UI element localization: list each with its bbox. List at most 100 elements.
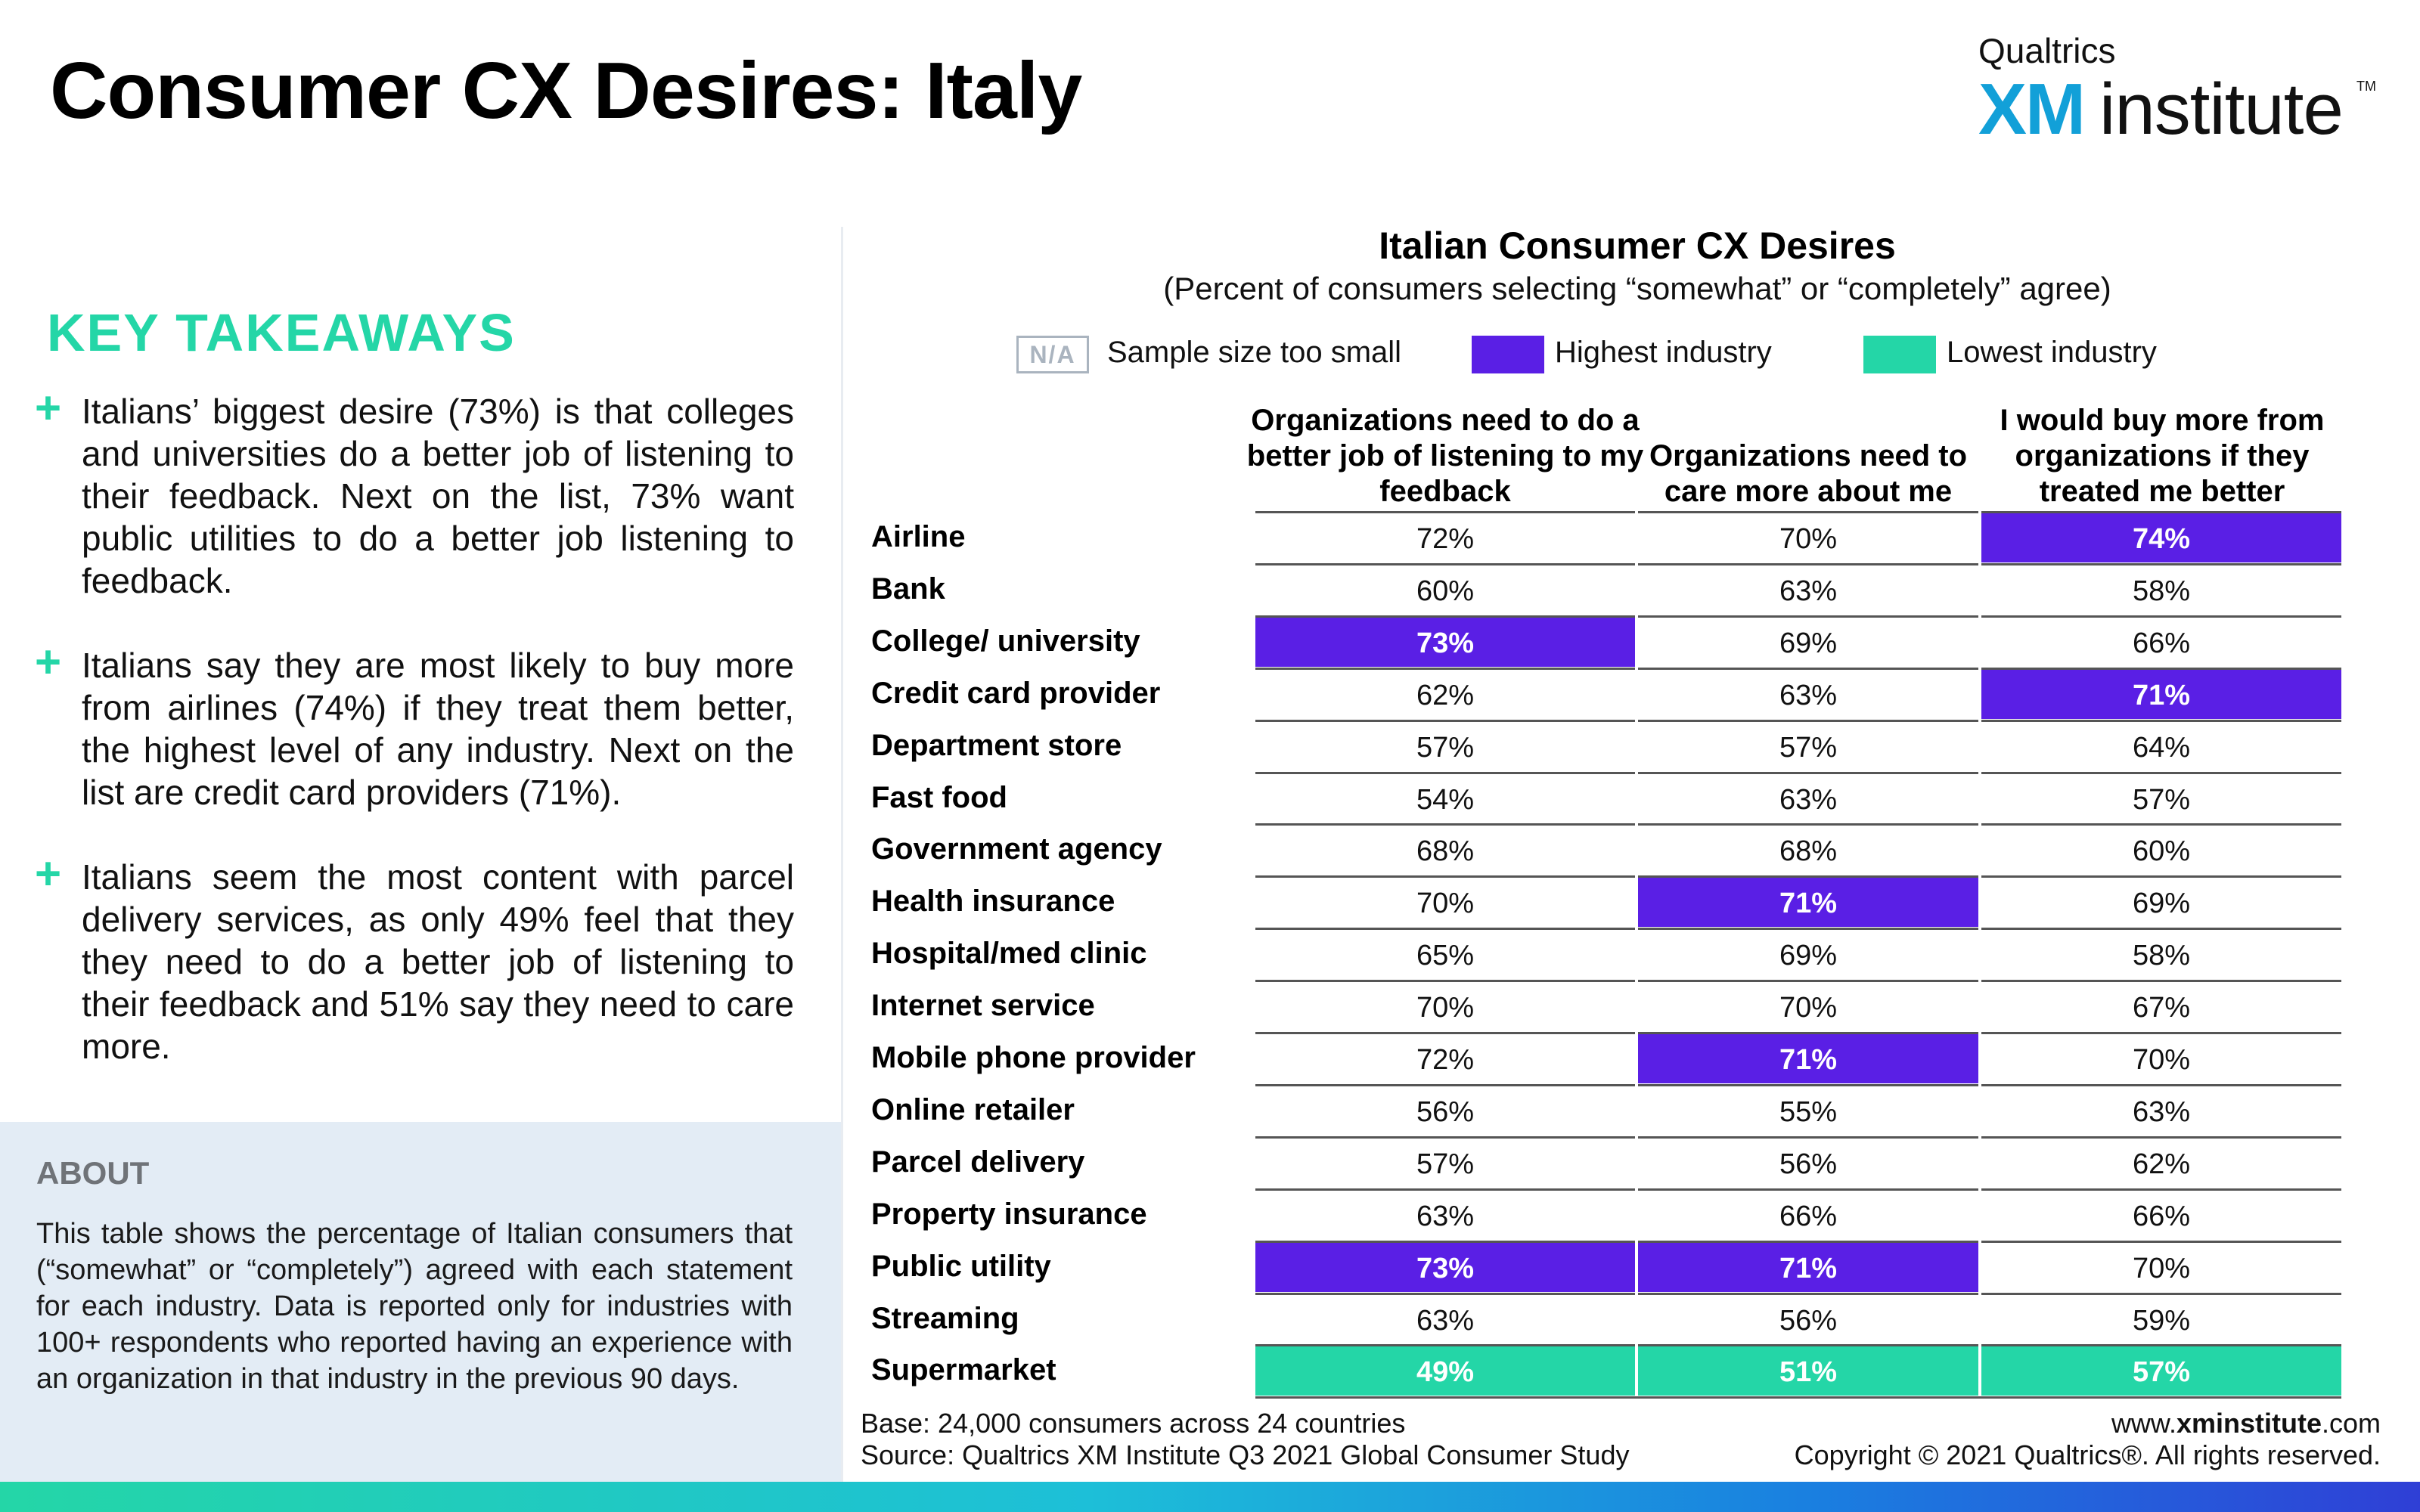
xm-institute-logo: Qualtrics XM institute TM	[1978, 30, 2376, 151]
table-bottom-rule	[1255, 1396, 2341, 1399]
logo-institute-text: institute	[2099, 69, 2344, 150]
key-takeaways-list: + Italians’ biggest desire (73%) is that…	[30, 383, 794, 1110]
table-cell: 54%	[1255, 771, 1635, 823]
table-cell: 70%	[1981, 1240, 2341, 1292]
row-label: Internet service	[871, 989, 1095, 1023]
website-suffix: .com	[2321, 1408, 2381, 1439]
column-header-buy-more: I would buy more from organizations if t…	[2000, 404, 2325, 508]
table-cell: 62%	[1255, 667, 1635, 719]
row-label: Fast food	[871, 780, 1007, 814]
table-cell: 63%	[1638, 562, 1978, 615]
table-cell: 69%	[1638, 615, 1978, 667]
takeaway-item: + Italians’ biggest desire (73%) is that…	[30, 383, 794, 602]
row-label: Airline	[871, 520, 966, 553]
website-prefix: www.	[2111, 1408, 2176, 1439]
takeaway-item: + Italians seem the most content with pa…	[30, 848, 794, 1067]
table-cell: 67%	[1981, 980, 2341, 1031]
table-cell: 68%	[1638, 823, 1978, 875]
column-header-care-more: Organizations need to care more about me	[1649, 439, 1968, 508]
logo-qualtrics-text: Qualtrics	[1978, 31, 2116, 70]
key-takeaways-heading: KEY TAKEAWAYS	[47, 303, 516, 362]
footer-gradient-bar	[0, 1482, 2420, 1512]
table-cell: 70%	[1981, 1032, 2341, 1083]
table-cell: 71%	[1981, 667, 2341, 719]
row-label: Supermarket	[871, 1353, 1056, 1387]
table-cell: 69%	[1981, 875, 2341, 927]
table-cell: 55%	[1638, 1083, 1978, 1136]
legend-lowest-swatch	[1863, 336, 1936, 373]
table-cell: 73%	[1255, 1240, 1635, 1292]
row-label: Online retailer	[871, 1092, 1075, 1126]
table-cell: 63%	[1638, 667, 1978, 719]
row-label: Bank	[871, 572, 945, 606]
table-cell: 51%	[1638, 1344, 1978, 1396]
table-cell: 56%	[1638, 1136, 1978, 1188]
chart-title: Italian Consumer CX Desires	[1379, 225, 1896, 267]
table-cell: 72%	[1255, 511, 1635, 562]
website-domain: xminstitute	[2176, 1408, 2322, 1439]
table-cell: 57%	[1981, 771, 2341, 823]
legend-lowest-label: Lowest industry	[1947, 336, 2157, 369]
logo-trademark: TM	[2356, 79, 2376, 94]
column-divider	[841, 227, 843, 1482]
website-link[interactable]: www.xminstitute.com	[2111, 1408, 2381, 1439]
about-panel: ABOUT This table shows the percentage of…	[0, 1122, 841, 1482]
row-label: Department store	[871, 728, 1122, 762]
row-label: Health insurance	[871, 885, 1115, 919]
row-label: Property insurance	[871, 1197, 1147, 1231]
table-cell: 56%	[1255, 1083, 1635, 1136]
row-label: Public utility	[871, 1249, 1051, 1283]
table-cell: 57%	[1255, 719, 1635, 771]
takeaway-text: Italians’ biggest desire (73%) is that c…	[82, 392, 794, 600]
table-cell: 58%	[1981, 928, 2341, 979]
row-label: Hospital/med clinic	[871, 937, 1147, 971]
copyright-note: Copyright © 2021 Qualtrics®. All rights …	[1794, 1439, 2381, 1470]
about-text: This table shows the percentage of Itali…	[36, 1218, 793, 1395]
table-cell: 72%	[1255, 1032, 1635, 1083]
table-cell: 73%	[1255, 615, 1635, 667]
table-cell: 70%	[1255, 875, 1635, 927]
plus-icon: +	[35, 383, 62, 433]
table-cell: 57%	[1255, 1136, 1635, 1188]
source-note: Source: Qualtrics XM Institute Q3 2021 G…	[861, 1439, 1630, 1470]
table-cell: 62%	[1981, 1136, 2341, 1188]
column-header-listening: Organizations need to do a better job of…	[1246, 404, 1644, 508]
table-cell: 65%	[1255, 928, 1635, 979]
chart-subtitle: (Percent of consumers selecting “somewha…	[1163, 271, 2111, 306]
table-cell: 63%	[1981, 1083, 2341, 1136]
table-cell: 66%	[1638, 1188, 1978, 1240]
legend-highest-label: Highest industry	[1555, 336, 1772, 369]
logo-xm-text: XM	[1978, 69, 2086, 150]
takeaway-text: Italians say they are most likely to buy…	[82, 646, 794, 812]
legend-na-swatch: N/A	[1016, 336, 1089, 373]
table-cell: 60%	[1255, 562, 1635, 615]
table-cell: 66%	[1981, 1188, 2341, 1240]
plus-icon: +	[35, 637, 62, 687]
table-cell: 69%	[1638, 928, 1978, 979]
table-cell: 64%	[1981, 719, 2341, 771]
table-cell: 74%	[1981, 511, 2341, 562]
table-cell: 68%	[1255, 823, 1635, 875]
row-label: Parcel delivery	[871, 1145, 1085, 1179]
row-label: Streaming	[871, 1301, 1019, 1335]
table-cell: 66%	[1981, 615, 2341, 667]
table-cell: 49%	[1255, 1344, 1635, 1396]
base-note: Base: 24,000 consumers across 24 countri…	[861, 1408, 1406, 1439]
row-label: Mobile phone provider	[871, 1041, 1196, 1074]
table-cell: 56%	[1638, 1292, 1978, 1344]
takeaway-text: Italians seem the most content with parc…	[82, 857, 794, 1066]
takeaway-item: + Italians say they are most likely to b…	[30, 637, 794, 813]
table-cell: 57%	[1981, 1344, 2341, 1396]
table-cell: 57%	[1638, 719, 1978, 771]
plus-icon: +	[35, 848, 62, 899]
row-label: College/ university	[871, 624, 1140, 658]
legend-highest-swatch	[1472, 336, 1544, 373]
table-cell: 71%	[1638, 875, 1978, 928]
row-label: Government agency	[871, 832, 1162, 866]
table-cell: 63%	[1638, 771, 1978, 823]
row-label: Credit card provider	[871, 676, 1161, 710]
table-cell: 70%	[1638, 511, 1978, 562]
table-cell: 59%	[1981, 1292, 2341, 1344]
table-cell: 63%	[1255, 1292, 1635, 1344]
legend-na-label: Sample size too small	[1107, 336, 1402, 369]
